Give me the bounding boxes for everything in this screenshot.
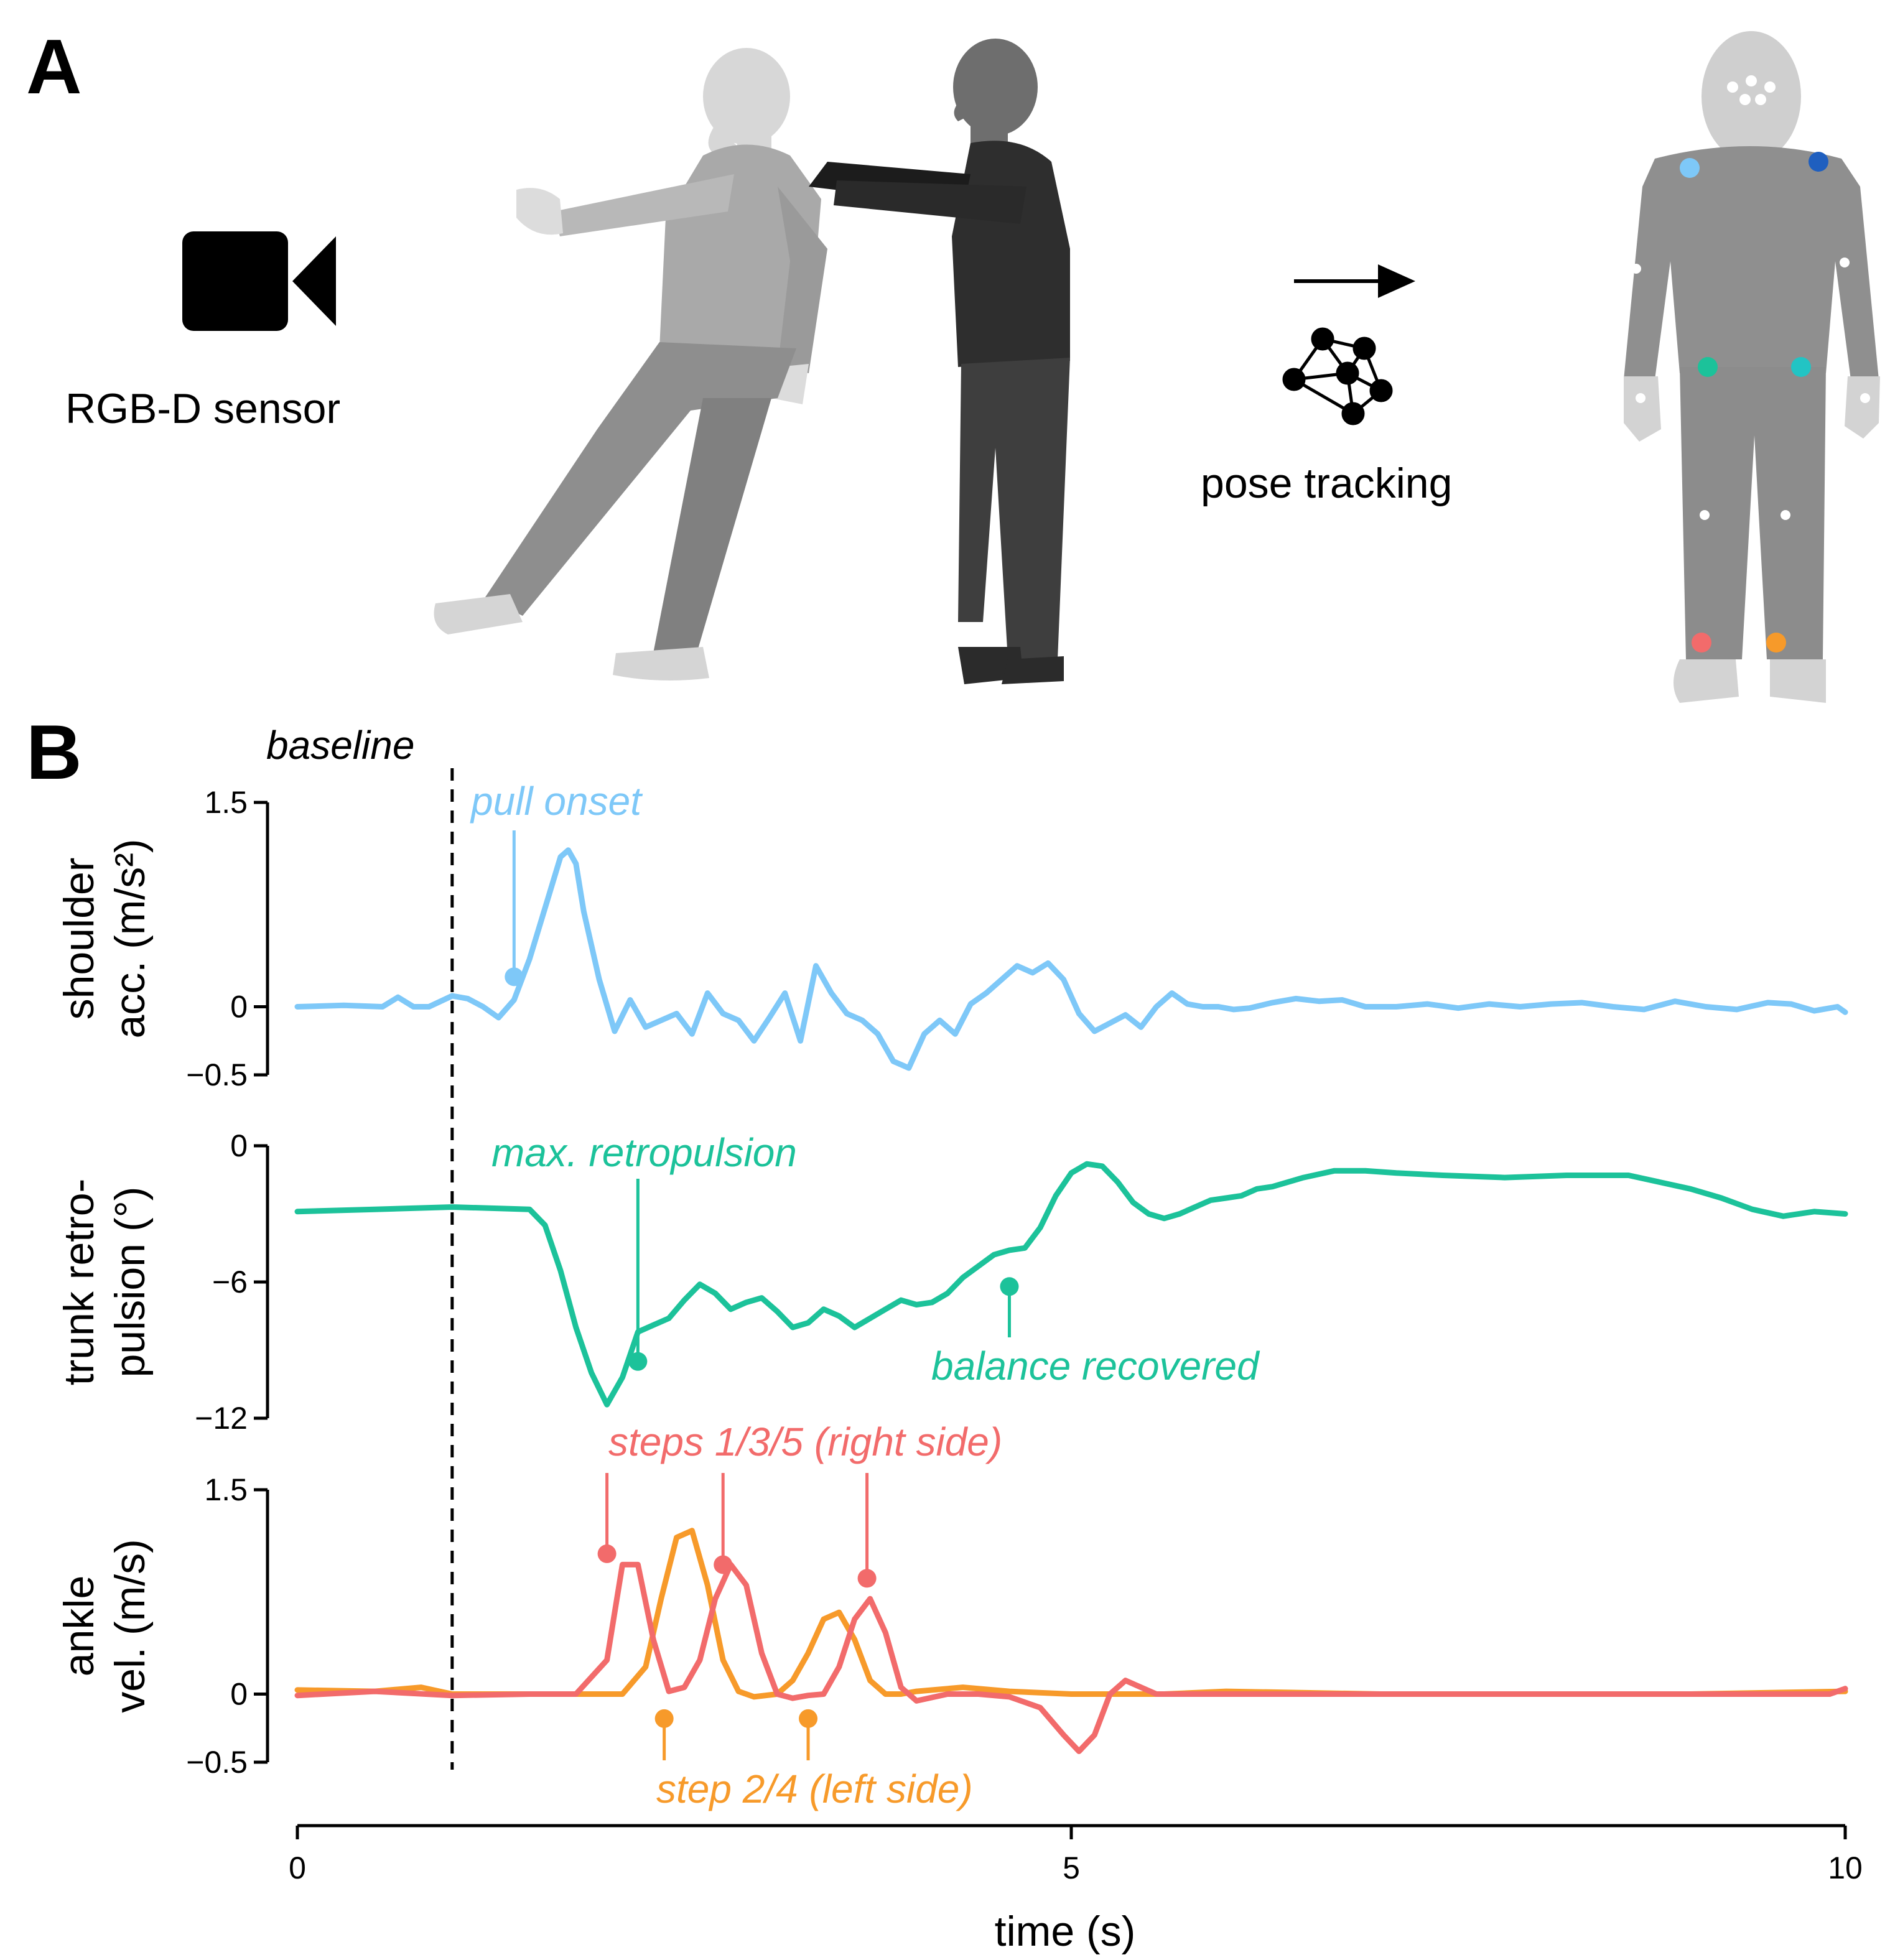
keypoint-left-hip: [1698, 357, 1718, 377]
video-camera-icon: [182, 231, 336, 331]
keypoint-right-ankle: [1692, 633, 1711, 653]
x-axis-label: time (s): [995, 1908, 1136, 1955]
series-line-3-1: [294, 1561, 1848, 1754]
arrow-right-icon: [1294, 264, 1415, 298]
max-retropulsion-label: max. retropulsion: [491, 1130, 797, 1175]
y-tick-label: −0.5: [186, 1057, 248, 1092]
y-tick-label: 0: [230, 990, 248, 1024]
left-steps-label: step 2/4 (left side): [656, 1767, 973, 1811]
y-axis-label: acc. (m/s²): [106, 838, 154, 1038]
body-model-illustration: [1624, 31, 1880, 703]
pull-onset-label: pull onset: [470, 779, 643, 824]
right-step-marker: [597, 1544, 617, 1563]
baseline-label: baseline: [266, 723, 414, 768]
x-tick-label: 0: [289, 1851, 306, 1885]
patient-illustration: [434, 48, 827, 680]
y-axis-label: ankle: [55, 1576, 103, 1677]
y-tick-label: 1.5: [204, 785, 248, 820]
y-axis-label: vel. (m/s): [106, 1539, 154, 1713]
keypoint-right-shoulder: [1809, 152, 1828, 172]
keypoint-left-ankle: [1766, 633, 1786, 653]
keypoint-left-shoulder: [1680, 158, 1700, 178]
max-retropulsion-marker: [628, 1352, 648, 1371]
left-step-marker: [654, 1709, 674, 1728]
y-axis-label: trunk retro-: [55, 1179, 103, 1386]
series-line-2-0: [294, 1161, 1848, 1408]
y-tick-label: −12: [195, 1401, 248, 1436]
right-step-marker: [714, 1555, 733, 1574]
pull-onset-marker: [505, 967, 524, 987]
tracking-label: pose tracking: [1201, 460, 1452, 507]
y-tick-label: −0.5: [186, 1745, 248, 1780]
y-axis-label: pulsion (°): [106, 1187, 154, 1378]
series-line-1-0: [294, 847, 1848, 1071]
balance-recovered-marker: [1000, 1277, 1019, 1296]
panel-a-letter: A: [26, 24, 82, 110]
y-tick-label: 1.5: [204, 1472, 248, 1507]
network-graph-icon: [1282, 327, 1393, 425]
series-line-3-0: [294, 1528, 1848, 1700]
balance-recovered-label: balance recovered: [931, 1344, 1260, 1388]
y-tick-label: 0: [230, 1677, 248, 1712]
sensor-label: RGB-D sensor: [65, 385, 340, 432]
panel-b-letter: B: [26, 710, 82, 796]
keypoint-right-hip: [1791, 357, 1811, 377]
right-steps-label: steps 1/3/5 (right side): [608, 1419, 1002, 1464]
y-tick-label: 0: [230, 1128, 248, 1163]
y-axis-label: shoulder: [55, 858, 103, 1020]
plot-area: 1.5 0 −0.5 shoulder acc. (m/s²) 0 −6 −12 trunk r…: [55, 768, 1863, 1885]
x-tick-label: 10: [1828, 1851, 1863, 1885]
examiner-illustration: [809, 39, 1070, 684]
right-step-marker: [857, 1569, 877, 1588]
left-step-marker: [799, 1709, 818, 1728]
y-tick-label: −6: [212, 1265, 248, 1299]
x-tick-label: 5: [1063, 1851, 1080, 1885]
